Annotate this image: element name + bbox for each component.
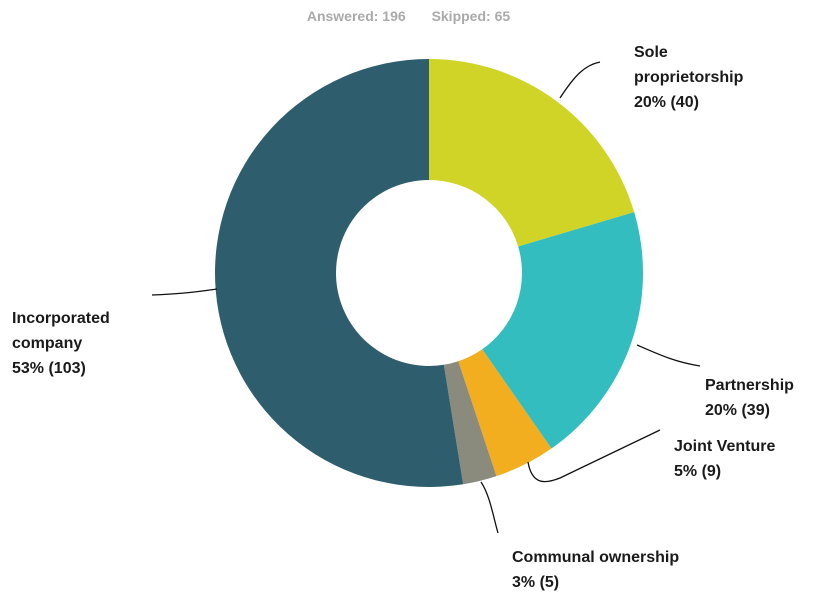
label-joint-venture: Joint Venture 5% (9) [674, 438, 780, 480]
label-sole-proprietorship: Sole proprietorship 20% (40) [634, 44, 748, 111]
skipped-count: Skipped: 65 [431, 8, 511, 24]
label-communal-ownership: Communal ownership 3% (5) [512, 549, 684, 591]
label-incorporated-company: Incorporated company 53% (103) [12, 310, 114, 377]
leader-lines [151, 61, 701, 534]
slices [215, 59, 643, 487]
leader-line-joint [527, 429, 661, 483]
leader-line-communal [480, 481, 499, 534]
slice-partnership [482, 212, 643, 449]
slice-incorporated-company [215, 59, 464, 487]
leader-line-partnership [636, 344, 701, 367]
leader-line-incorporated [151, 288, 218, 296]
slice-joint-venture [458, 349, 552, 477]
response-summary: Answered: 196 Skipped: 65 [0, 8, 817, 24]
leader-line-sole [559, 61, 601, 99]
slice-communal-ownership [443, 361, 497, 485]
answered-count: Answered: 196 [306, 8, 406, 24]
label-partnership: Partnership 20% (39) [705, 377, 798, 419]
slice-sole-proprietorship [429, 59, 635, 247]
